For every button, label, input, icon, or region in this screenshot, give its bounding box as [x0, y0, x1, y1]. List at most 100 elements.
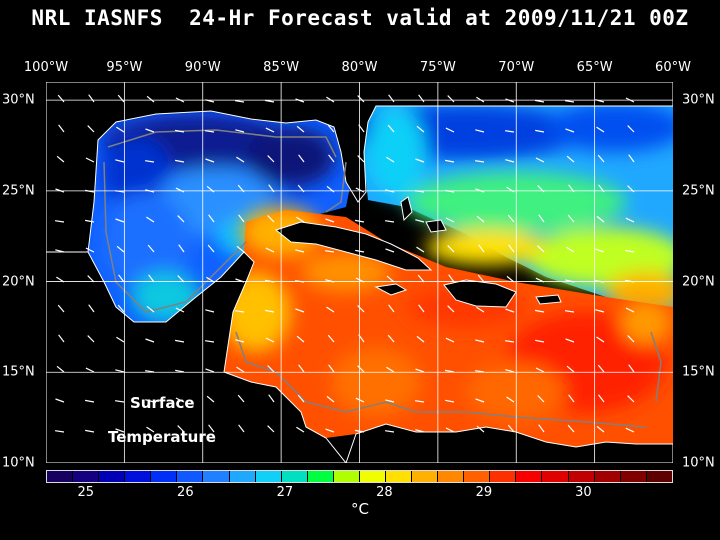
colorbar-tick-label: 27: [276, 485, 294, 500]
wind-vector: [58, 334, 65, 343]
colorbar-tick-label: 30: [575, 485, 592, 500]
wind-vector: [387, 334, 395, 343]
wind-vector: [624, 249, 635, 253]
wind-vector: [568, 394, 575, 403]
wind-vector: [296, 335, 305, 343]
wind-vector: [567, 424, 575, 433]
latitude-label-right: 15°N: [682, 364, 715, 380]
wind-vector: [596, 336, 605, 343]
wind-vector: [565, 100, 575, 103]
wind-vector: [447, 245, 455, 253]
wind-vector: [56, 155, 65, 163]
colorbar-swatch: [359, 471, 387, 482]
wind-vector: [145, 160, 155, 163]
wind-vector: [298, 364, 305, 373]
wind-vector: [445, 337, 455, 343]
wind-vector: [115, 400, 125, 403]
wind-vector: [175, 307, 185, 313]
wind-vector: [537, 245, 545, 253]
wind-vector: [116, 126, 125, 133]
wind-vector: [328, 154, 335, 163]
wind-vector: [415, 368, 425, 373]
wind-vector: [268, 394, 275, 403]
longitude-label: 60°W: [655, 60, 691, 75]
wind-vector: [385, 430, 395, 433]
field-label-line2: Temperature: [108, 428, 216, 446]
wind-vector: [538, 424, 545, 433]
wind-vector: [535, 339, 545, 343]
wind-vector: [385, 399, 395, 403]
wind-vector: [357, 95, 365, 103]
wind-vector: [146, 95, 155, 103]
wind-vector: [627, 125, 635, 133]
wind-vector: [475, 398, 485, 403]
wind-vector: [295, 249, 305, 253]
wind-vector: [478, 244, 485, 253]
wind-vector: [236, 366, 245, 373]
wind-vector: [205, 309, 215, 313]
figure-title: NRL IASNFS 24-Hr Forecast valid at 2009/…: [31, 6, 689, 30]
wind-vector: [534, 309, 545, 313]
lat-lon-grid: [46, 82, 673, 463]
wind-vector: [475, 188, 485, 193]
wind-vector: [267, 155, 275, 163]
wind-vector: [175, 397, 185, 403]
wind-vector: [505, 308, 515, 313]
wind-vector: [235, 339, 245, 343]
wind-vector: [475, 129, 485, 133]
wind-vector: [145, 338, 155, 343]
colorbar-swatch: [646, 471, 672, 482]
wind-vector: [506, 396, 515, 403]
wind-vector: [387, 124, 395, 133]
colorbar-tick-label: 26: [177, 485, 194, 500]
wind-vector: [85, 247, 95, 253]
wind-vector: [505, 130, 515, 133]
colorbar-swatch: [151, 471, 178, 482]
wind-vector: [355, 397, 365, 403]
wind-vector: [625, 307, 635, 313]
wind-vector: [55, 398, 65, 403]
wind-vector: [445, 217, 455, 223]
wind-vector: [326, 395, 335, 403]
wind-vector: [148, 274, 155, 283]
colorbar-swatch: [203, 471, 230, 482]
wind-vector: [477, 274, 485, 283]
wind-vector: [476, 306, 485, 313]
wind-vector: [535, 157, 545, 163]
wind-vector: [85, 157, 95, 163]
wind-vector: [415, 400, 425, 403]
wind-vector: [264, 99, 275, 103]
wind-vector: [325, 428, 335, 433]
wind-vector: [448, 274, 455, 283]
colorbar-tick-label: 29: [475, 485, 493, 500]
wind-vector: [85, 367, 95, 373]
colorbar-swatch: [438, 471, 465, 482]
field-label-line1: Surface: [130, 394, 195, 412]
wind-vector: [208, 214, 215, 223]
sst-map-svg: [45, 81, 686, 464]
wind-vector: [625, 217, 635, 223]
wind-vector: [174, 339, 185, 343]
wind-vector: [147, 244, 155, 253]
wind-vector: [357, 365, 365, 373]
longitude-label: 100°W: [23, 60, 69, 75]
longitude-label: 70°W: [498, 60, 535, 75]
wind-vector: [476, 96, 485, 103]
wind-vector: [535, 129, 545, 133]
wind-vector: [146, 305, 155, 313]
wind-vector: [295, 308, 305, 313]
wind-vector: [207, 244, 215, 253]
wind-vector: [175, 369, 185, 373]
wind-vector: [505, 340, 515, 343]
wind-vector: [267, 425, 275, 433]
wind-vector: [296, 125, 305, 133]
wind-vector: [565, 128, 575, 133]
wind-vector: [507, 424, 515, 433]
wind-vector: [507, 214, 515, 223]
wind-vector: [265, 337, 275, 343]
wind-vector: [206, 395, 215, 403]
wind-vector: [55, 220, 65, 223]
wind-vector: [325, 250, 335, 253]
wind-vector: [415, 158, 425, 163]
wind-vector: [597, 364, 605, 373]
